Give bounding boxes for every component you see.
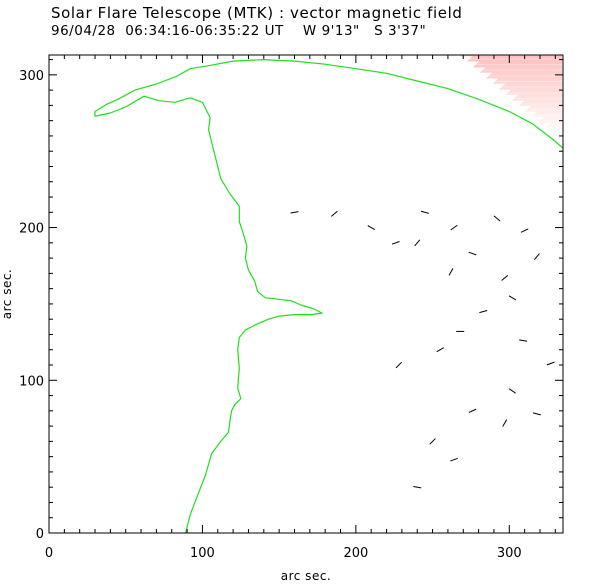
field-vector	[508, 295, 517, 301]
field-vector	[448, 268, 454, 276]
axis-ticks: 0 100 200 300 0 100 200 300	[19, 55, 563, 561]
field-vector	[479, 310, 488, 314]
field-vector	[391, 241, 400, 245]
y-tick-label: 300	[19, 69, 44, 84]
field-vector	[508, 388, 516, 394]
y-tick-label: 0	[36, 527, 44, 542]
x-tick-label: 300	[497, 546, 522, 561]
chart-subtitle: 96/04/28 06:34:16-06:35:22 UT W 9'13" S …	[51, 23, 427, 39]
shaded-intensity-region	[460, 55, 562, 132]
field-vector	[395, 361, 403, 369]
field-vector	[493, 215, 501, 222]
field-vector	[468, 408, 477, 413]
chart-title: Solar Flare Telescope (MTK) : vector mag…	[51, 4, 463, 22]
field-vector	[367, 225, 375, 231]
field-vector	[420, 210, 429, 214]
field-vector	[532, 412, 541, 416]
field-vector	[533, 253, 540, 260]
x-tick-label: 200	[343, 546, 368, 561]
field-vector	[468, 251, 477, 256]
x-tick-label: 0	[45, 546, 53, 561]
field-vector	[502, 419, 508, 427]
field-vector	[450, 224, 458, 231]
y-tick-label: 200	[19, 222, 44, 237]
y-axis-label: arc sec.	[0, 269, 14, 319]
plot-frame	[48, 54, 564, 534]
field-vector	[436, 347, 444, 353]
x-tick-label: 100	[190, 546, 215, 561]
neutral-line-contour	[94, 58, 563, 533]
field-vector	[290, 211, 299, 214]
x-axis-label: arc sec.	[281, 569, 331, 583]
field-vector	[520, 228, 529, 233]
field-vector	[546, 361, 555, 366]
field-vector	[501, 275, 509, 281]
field-vector-group	[290, 210, 555, 489]
field-vector	[413, 485, 422, 489]
field-vector	[330, 210, 338, 217]
field-vector	[429, 438, 436, 445]
field-vector	[450, 457, 458, 462]
contour-group	[94, 58, 563, 533]
field-vector	[519, 339, 528, 342]
y-tick-label: 100	[19, 374, 44, 389]
field-vector	[414, 239, 421, 247]
